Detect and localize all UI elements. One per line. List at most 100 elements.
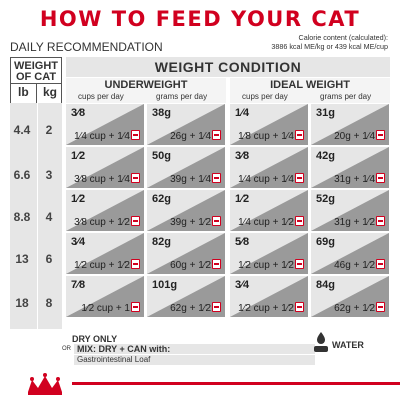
ideal-cups-header: cups per day: [242, 92, 288, 101]
weight-lb: 4.4: [13, 123, 31, 137]
dry-only-amount: 42g: [316, 150, 335, 162]
footer-red-line: [72, 382, 400, 385]
mix-amount: 1⁄2 cup + 1⁄2: [238, 302, 304, 314]
cups-cell: 3⁄8 1⁄4 cup + 1⁄4: [66, 104, 144, 145]
mix-amount-text: 1⁄4 cup + 1⁄4: [74, 131, 130, 142]
weight-lb: 18: [15, 296, 29, 310]
dry-only-amount: 101g: [152, 279, 178, 291]
mix-amount-text: 1⁄2 cup + 1: [81, 303, 130, 314]
underweight-header: UNDERWEIGHT cups per day grams per day: [66, 78, 226, 103]
wet-food-can-icon: [212, 259, 221, 269]
mix-amount-text: 60g + 1⁄2: [170, 260, 211, 271]
wet-food-can-icon: [131, 130, 140, 140]
mix-amount: 1⁄2 cup + 1: [81, 302, 140, 314]
weight-kg: 2: [45, 123, 53, 137]
mix-amount: 1⁄2 cup + 1⁄2: [74, 259, 140, 271]
weight-header-line-2: OF CAT: [15, 71, 57, 83]
mix-amount: 20g + 1⁄4: [334, 130, 385, 142]
dry-only-amount: 31g: [316, 107, 335, 119]
dry-only-amount: 1⁄2: [235, 193, 250, 205]
grams-cell: 82g 60g + 1⁄2: [147, 233, 225, 274]
cups-cell: 1⁄2 1⁄4 cup + 1⁄2: [230, 190, 308, 231]
dry-only-amount: 62g: [152, 193, 171, 205]
grams-cell: 84g 62g + 1⁄2: [311, 276, 389, 317]
wet-food-can-icon: [295, 173, 304, 183]
mix-amount: 1⁄4 cup + 1⁄4: [238, 173, 304, 185]
mix-amount-text: 3⁄8 cup + 1⁄4: [74, 174, 130, 185]
legend-gi-loaf: Gastrointestinal Loaf: [74, 355, 315, 365]
mix-amount-text: 26g + 1⁄4: [170, 131, 211, 142]
mix-amount-text: 31g + 1⁄2: [334, 217, 375, 228]
cups-cell: 5⁄8 1⁄2 cup + 1⁄2: [230, 233, 308, 274]
mix-amount-text: 1⁄8 cup + 1⁄4: [238, 131, 294, 142]
water-indicator: WATER: [312, 330, 392, 356]
weight-column: [10, 103, 62, 329]
mix-amount-text: 3⁄8 cup + 1⁄2: [74, 217, 130, 228]
mix-amount: 31g + 1⁄4: [334, 173, 385, 185]
grams-cell: 69g 46g + 1⁄2: [311, 233, 389, 274]
wet-food-can-icon: [376, 259, 385, 269]
wet-food-can-icon: [376, 173, 385, 183]
cups-cell: 1⁄2 3⁄8 cup + 1⁄2: [66, 190, 144, 231]
wet-food-can-icon: [131, 173, 140, 183]
dry-only-amount: 3⁄8: [235, 150, 250, 162]
mix-amount: 39g + 1⁄4: [170, 173, 221, 185]
grams-cell: 62g 39g + 1⁄2: [147, 190, 225, 231]
dry-only-amount: 1⁄2: [71, 150, 86, 162]
mix-amount-text: 39g + 1⁄2: [170, 217, 211, 228]
mix-amount-text: 62g + 1⁄2: [170, 303, 211, 314]
wet-food-can-icon: [295, 216, 304, 226]
mix-amount-text: 31g + 1⁄4: [334, 174, 375, 185]
mix-amount: 62g + 1⁄2: [170, 302, 221, 314]
mix-amount-text: 1⁄2 cup + 1⁄2: [238, 260, 294, 271]
weight-kg: 3: [45, 168, 53, 182]
wet-food-can-icon: [131, 302, 140, 312]
underweight-cups-header: cups per day: [78, 92, 124, 101]
wet-food-can-icon: [131, 259, 140, 269]
grams-cell: 101g 62g + 1⁄2: [147, 276, 225, 317]
mix-amount: 1⁄4 cup + 1⁄2: [238, 216, 304, 228]
dry-only-amount: 1⁄2: [71, 193, 86, 205]
footer: [0, 372, 400, 400]
underweight-grams-header: grams per day: [156, 92, 208, 101]
weight-header-line-1: WEIGHT: [14, 60, 58, 72]
water-bowl-icon: [314, 332, 328, 352]
dry-only-amount: 7⁄8: [71, 279, 86, 291]
mix-amount-text: 39g + 1⁄4: [170, 174, 211, 185]
weight-kg: 8: [45, 296, 53, 310]
royal-canin-crown-logo: [28, 373, 62, 395]
ideal-grams-header: grams per day: [320, 92, 372, 101]
wet-food-can-icon: [212, 130, 221, 140]
dry-only-amount: 84g: [316, 279, 335, 291]
wet-food-can-icon: [131, 216, 140, 226]
grams-cell: 31g 20g + 1⁄4: [311, 104, 389, 145]
mix-amount-text: 1⁄4 cup + 1⁄2: [238, 217, 294, 228]
wet-food-can-icon: [295, 130, 304, 140]
dry-only-amount: 50g: [152, 150, 171, 162]
unit-lb: lb: [18, 85, 29, 99]
wet-food-can-icon: [212, 302, 221, 312]
mix-amount: 3⁄8 cup + 1⁄2: [74, 216, 140, 228]
wet-food-can-icon: [212, 173, 221, 183]
weight-lb: 13: [15, 252, 29, 266]
mix-amount: 62g + 1⁄2: [334, 302, 385, 314]
grams-cell: 52g 31g + 1⁄2: [311, 190, 389, 231]
mix-amount-text: 46g + 1⁄2: [334, 260, 375, 271]
grams-cell: 38g 26g + 1⁄4: [147, 104, 225, 145]
mix-amount: 1⁄4 cup + 1⁄4: [74, 130, 140, 142]
weight-kg: 6: [45, 252, 53, 266]
cups-cell: 3⁄4 1⁄2 cup + 1⁄2: [230, 276, 308, 317]
underweight-title: UNDERWEIGHT: [104, 79, 188, 91]
mix-amount: 1⁄8 cup + 1⁄4: [238, 130, 304, 142]
cups-cell: 1⁄2 3⁄8 cup + 1⁄4: [66, 147, 144, 188]
dry-only-amount: 82g: [152, 236, 171, 248]
wet-food-can-icon: [295, 259, 304, 269]
calorie-content: Calorie content (calculated): 3886 kcal …: [271, 33, 388, 51]
dry-only-amount: 3⁄4: [235, 279, 250, 291]
unit-kg: kg: [43, 85, 58, 99]
dry-only-amount: 69g: [316, 236, 335, 248]
mix-amount: 26g + 1⁄4: [170, 130, 221, 142]
ideal-weight-header: IDEAL WEIGHT cups per day grams per day: [230, 78, 390, 103]
calorie-line-1: Calorie content (calculated):: [298, 33, 389, 42]
cups-cell: 1⁄4 1⁄8 cup + 1⁄4: [230, 104, 308, 145]
